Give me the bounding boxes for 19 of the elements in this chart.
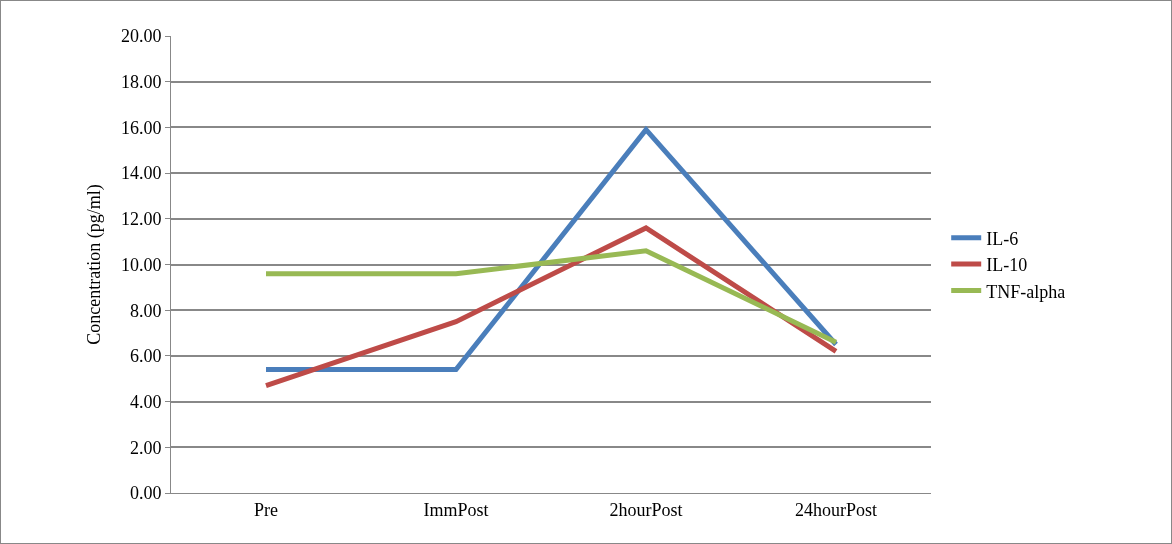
legend-label: IL-6 [986,228,1019,249]
y-tick-label: 0.00 [129,483,162,504]
y-tick-label: 12.00 [120,209,162,230]
y-tick-label: 18.00 [120,72,162,92]
x-tick-label: ImmPost [423,499,489,520]
y-tick-label: 2.00 [129,437,162,458]
legend-label: IL-10 [986,255,1028,276]
y-tick-label: 4.00 [129,391,162,412]
x-tick-label: Pre [254,499,278,520]
y-tick-label: 16.00 [120,117,162,138]
x-tick-label: 2hourPost [609,499,683,520]
y-axis-title: Concentration (pg/ml) [84,184,106,345]
y-tick-label: 20.00 [120,26,162,47]
x-tick-label: 24hourPost [794,499,878,520]
y-tick-label: 8.00 [129,300,162,321]
legend-label: TNF-alpha [986,281,1066,302]
y-tick-label: 6.00 [129,346,162,367]
y-tick-label: 10.00 [120,254,162,275]
y-tick-label: 14.00 [120,163,162,184]
